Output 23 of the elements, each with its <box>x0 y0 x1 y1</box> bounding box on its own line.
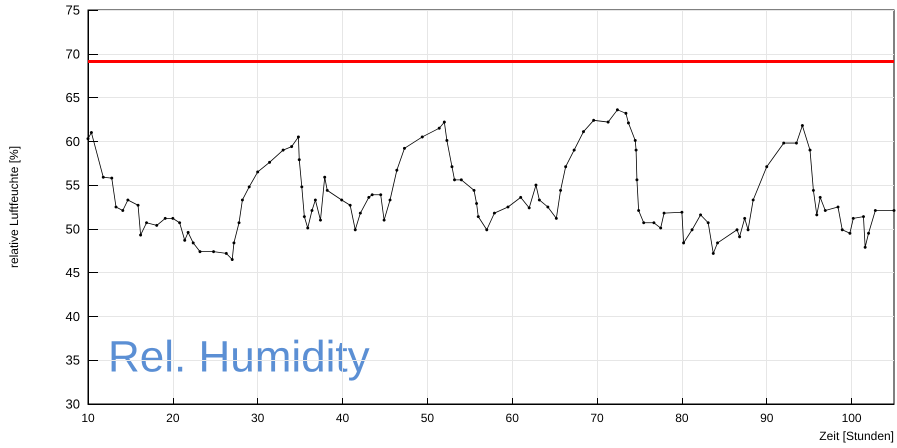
y-tick-label: 70 <box>66 46 80 62</box>
annotation: Rel. Humidity <box>108 332 370 382</box>
x-tick-label: 10 <box>81 411 95 425</box>
x-tick-label: 60 <box>506 411 520 425</box>
y-tick-label: 50 <box>66 221 80 236</box>
x-tick-label: 70 <box>590 411 604 425</box>
x-tick-label: 30 <box>251 411 265 425</box>
y-axis-title: relative Luftfeuchte [%] <box>7 146 21 268</box>
y-tick-label: 65 <box>66 90 80 106</box>
x-tick-label: 40 <box>336 411 350 425</box>
y-tick-label: 75 <box>66 2 80 18</box>
x-tick-label: 20 <box>166 411 180 425</box>
y-tick-label: 45 <box>66 265 80 280</box>
x-tick-label: 100 <box>842 411 862 425</box>
y-tick-label: 55 <box>66 178 80 193</box>
y-tick-label: 30 <box>66 396 80 412</box>
x-tick-label: 90 <box>760 411 774 425</box>
x-axis-title: Zeit [Stunden] <box>819 429 894 443</box>
y-tick-label: 40 <box>66 308 80 324</box>
x-tick-label: 50 <box>420 411 434 425</box>
x-tick-label: 80 <box>675 411 689 425</box>
y-tick-label: 35 <box>66 352 80 368</box>
y-tick-label: 60 <box>66 134 80 149</box>
